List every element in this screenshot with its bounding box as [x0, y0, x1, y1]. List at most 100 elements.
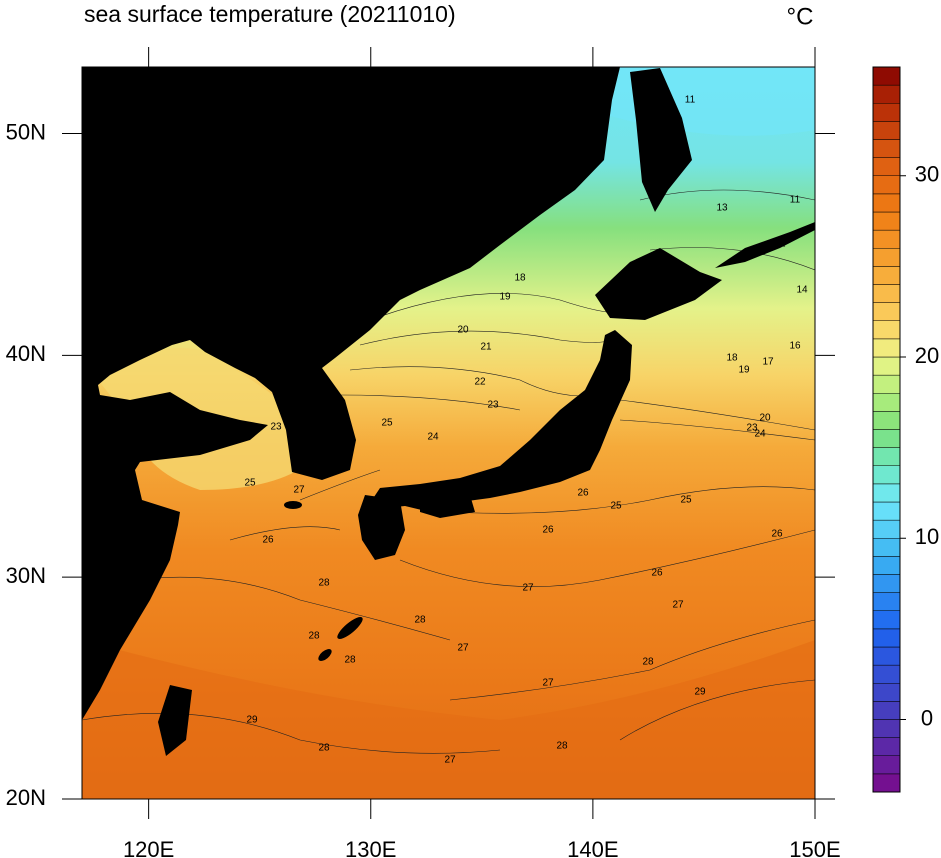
contour-label: 28	[308, 631, 320, 642]
shikoku	[420, 495, 475, 518]
contour-label: 27	[542, 678, 554, 689]
contour-label: 20	[457, 325, 469, 336]
isolines	[82, 189, 815, 754]
contour-label: 23	[746, 423, 758, 434]
contour-label: 19	[499, 292, 511, 303]
colorbar-box	[872, 266, 901, 285]
colorbar-box	[872, 103, 901, 122]
contour-label: 27	[522, 583, 534, 594]
colorbar-box	[872, 755, 901, 775]
contour-label: 11	[685, 95, 696, 106]
warm-region	[82, 640, 815, 799]
x-tick-label: 120E	[123, 837, 174, 858]
contour-label: 18	[726, 353, 738, 364]
contour-label: 26	[651, 568, 663, 579]
sakhalin	[630, 68, 692, 212]
map-field	[82, 67, 815, 799]
colorbar-box	[872, 84, 901, 104]
colorbar-box	[872, 139, 901, 158]
colorbar-box	[872, 229, 901, 249]
colorbar-box	[872, 175, 901, 195]
contour-label: 28	[318, 743, 330, 754]
colorbar-box	[872, 592, 901, 611]
contour-label: 27	[457, 643, 469, 654]
contour-label: 28	[642, 657, 654, 668]
colorbar-box	[872, 483, 901, 503]
contour-label: 29	[694, 687, 706, 698]
colorbar-label: 20	[915, 343, 939, 368]
contour-label: 25	[680, 495, 692, 506]
colorbar-box	[872, 628, 901, 648]
contour-label: 11	[790, 195, 801, 206]
hokkaido	[595, 248, 722, 320]
title: sea surface temperature (20211010)	[84, 1, 456, 27]
contour-label: 28	[556, 741, 568, 752]
colorbar-box	[872, 121, 901, 140]
contour-label: 25	[381, 418, 393, 429]
y-tick-label: 40N	[6, 341, 46, 366]
x-tick-label: 130E	[345, 837, 396, 858]
contour-label: 28	[318, 578, 330, 589]
contour-label: 28	[414, 615, 426, 626]
overlay: 1113111214161718191819202122232023242524…	[244, 95, 808, 766]
contour-label: 28	[344, 655, 356, 666]
colorbar-box	[872, 447, 901, 466]
y-tick-label: 30N	[6, 563, 46, 588]
contour-label: 26	[542, 525, 554, 536]
contour-label: 12	[774, 239, 786, 250]
jeju	[284, 501, 302, 509]
contour-label: 26	[577, 488, 589, 499]
colorbar-box	[872, 393, 901, 412]
colorbar-box	[872, 356, 901, 376]
contour-label: 21	[480, 342, 492, 353]
map-frame	[81, 66, 816, 800]
colorbar-box	[872, 538, 901, 557]
colorbar-frame	[872, 66, 901, 793]
colorbar-box	[872, 519, 901, 539]
colorbar-box	[872, 284, 901, 303]
colorbar-box	[872, 374, 901, 394]
contour-label: 25	[244, 478, 256, 489]
contour-label: 19	[738, 365, 750, 376]
contour-label: 26	[771, 529, 783, 540]
colorbar-box	[872, 773, 901, 793]
colorbar-box	[872, 193, 901, 213]
y-tick-label: 50N	[6, 119, 46, 144]
taiwan	[158, 685, 192, 756]
colorbar-box	[872, 320, 901, 340]
contour-label: 24	[754, 429, 766, 440]
contour-label: 14	[796, 285, 808, 296]
land	[82, 67, 815, 756]
contour-label: 27	[444, 755, 456, 766]
contour-label: 23	[487, 400, 499, 411]
contour-label: 20	[759, 413, 771, 424]
contour-label: 24	[427, 432, 439, 443]
x-tick-label: 140E	[567, 837, 618, 858]
contour-label: 22	[474, 377, 486, 388]
contour-label: 16	[789, 341, 801, 352]
contour-label: 13	[716, 203, 728, 214]
colorbar-box	[872, 411, 901, 430]
kurils	[715, 222, 815, 268]
colorbar-box	[872, 664, 901, 684]
colorbar-box	[872, 248, 901, 267]
colorbar-label: 30	[915, 162, 939, 187]
colorbar-box	[872, 157, 901, 176]
contour-label: 18	[514, 273, 526, 284]
contour-label: 29	[246, 715, 258, 726]
colorbar-box	[872, 701, 901, 720]
colorbar-box	[872, 574, 901, 593]
y-tick-label: 20N	[6, 785, 46, 810]
contour-label: 17	[762, 357, 774, 368]
colorbar-box	[872, 683, 901, 702]
kyushu	[358, 495, 405, 560]
colorbar-box	[872, 719, 901, 738]
colorbar-box	[872, 338, 901, 358]
colorbar-box	[872, 646, 901, 666]
colorbar-box	[872, 211, 901, 231]
contour-label: 25	[610, 501, 622, 512]
colorbar-box	[872, 66, 901, 86]
continent	[82, 67, 620, 720]
ryukyu	[337, 617, 363, 639]
